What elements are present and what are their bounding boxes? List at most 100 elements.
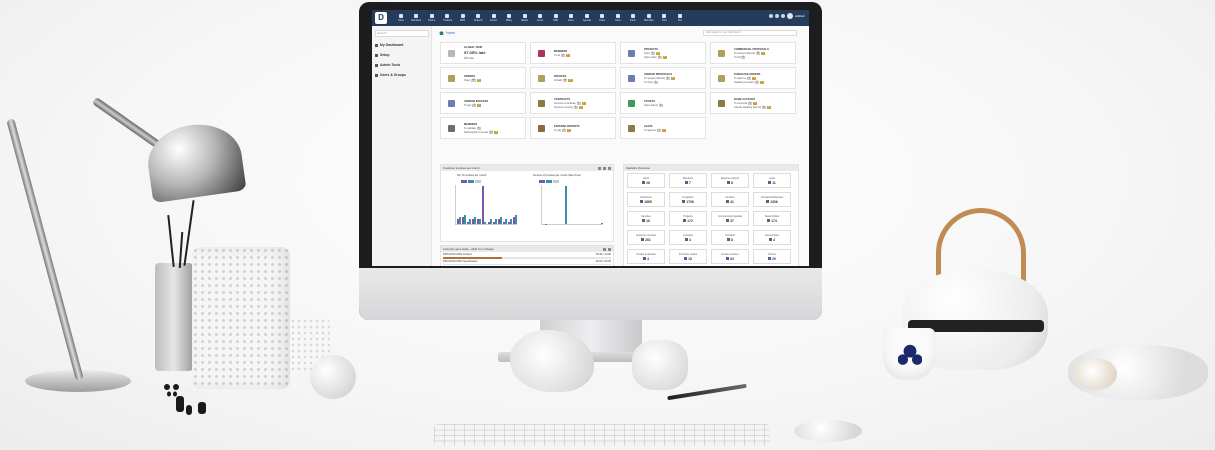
sidebar-item[interactable]: Users & Groups [375,73,428,77]
stat-tile[interactable]: Vendors 41 [711,192,749,207]
summary-box[interactable]: Contracts Services to activate 5 1 Services … [530,92,616,114]
top-menu-item[interactable]: Pos [672,11,688,25]
close-icon[interactable] [608,247,611,251]
top-menu-item[interactable]: HRM [548,11,564,25]
stat-label: Prospects [682,195,694,199]
stat-tile[interactable]: Tickets 20 [753,249,791,264]
box-line[interactable]: To pay 3 2 [464,103,488,107]
box-line[interactable]: Services to activate 5 1 [554,101,586,105]
stat-tile[interactable]: Interventions 4 [753,230,791,245]
filter-icon[interactable] [603,247,606,251]
box-line[interactable]: To do 0 1 [554,53,571,57]
print-icon[interactable] [774,14,779,18]
top-menu-item[interactable]: Third-p. [424,11,440,25]
summary-box[interactable]: Expense reports To pay 3 3 [530,117,616,139]
box-line[interactable]: Checks awaiting deposit 8 2 [734,105,771,109]
top-menu-item[interactable]: Members [409,11,425,25]
stat-tile[interactable]: Contacts/Addresses 1306 [753,192,791,207]
close-icon[interactable] [608,166,611,170]
top-menu-item[interactable]: Agenda [579,11,595,25]
stat-tile[interactable]: Users 28 [627,173,665,188]
refresh-icon[interactable] [603,166,606,170]
stat-tile[interactable]: Sales Orders 174 [753,211,791,226]
stat-tile[interactable]: Customer invoices 201 [627,230,665,245]
box-line[interactable]: To pay 3 3 [554,128,580,132]
task-item[interactable]: PROJ1910-0001 Analyze 03:30 / 10:00 [441,252,613,259]
box-line[interactable]: To accept (offered) 32 2 [734,51,769,55]
menu-icon [646,14,651,18]
top-menu-item[interactable]: Banks [517,11,533,25]
box-line[interactable]: To approve 2 1 [644,128,667,132]
top-menu-item[interactable]: Print [657,11,673,25]
chart-bar [513,216,516,224]
breadcrumb[interactable]: Home [439,31,455,35]
top-menu-item[interactable]: Projects [471,11,487,25]
top-menu-item[interactable]: Tools [610,11,626,25]
top-menu-item[interactable]: Products [440,11,456,25]
stat-tile[interactable]: Contracts 4 [669,230,707,245]
summary-box[interactable]: Invoices Unpaid 20 12 [530,67,616,89]
box-line[interactable]: Awaiting reception 2 2 [734,80,765,84]
user-name[interactable]: dolibarr [794,14,805,18]
top-menu-item[interactable]: Billing [502,11,518,25]
top-menu-item[interactable]: Web/Site [641,11,657,25]
filter-icon[interactable] [598,166,601,170]
stat-tile[interactable]: Services 16 [627,211,665,226]
summary-box[interactable]: Members To do 0 1 [530,42,616,64]
box-line[interactable]: Unpaid 20 12 [554,78,573,82]
top-menu-item[interactable]: Home [393,11,409,25]
stat-tile[interactable]: Contracts 8 [711,230,749,245]
box-line[interactable]: To close 1 [644,80,675,84]
stat-tile[interactable]: Purchase orders 15 [669,249,707,264]
stat-tile[interactable]: Leave 11 [753,173,791,188]
top-menu-item[interactable]: Comm. [486,11,502,25]
sidebar-item[interactable]: My Dashboard [375,43,428,47]
box-line[interactable]: Open tickets 5 [644,103,663,107]
stat-label: Commercial proposals [717,214,743,218]
stat-tile[interactable]: Vendor invoices 33 [711,249,749,264]
summary-box[interactable]: Orders Open 38 3 [440,67,526,89]
add-widget-select[interactable]: Add widget to your dashboard [703,30,797,36]
top-menu-item[interactable]: Accnt. [533,11,549,25]
summary-box[interactable]: Projects Open 1 6 Open tasks 9 1 [620,42,706,64]
summary-box[interactable]: Vendor invoices To pay 3 2 [440,92,526,114]
stat-tile[interactable]: Projects 172 [669,211,707,226]
stat-tile[interactable]: Customers 1885 [627,192,665,207]
box-line[interactable]: Open 38 3 [464,78,481,82]
summary-box[interactable]: Tickets Open tickets 5 [620,92,706,114]
sidebar-search-input[interactable]: Search [375,30,429,37]
stat-tile[interactable]: Expense reports 8 [711,173,749,188]
user-avatar[interactable] [786,13,793,19]
app-logo[interactable]: D [375,12,387,24]
sidebar-item[interactable]: Admin Tools [375,63,428,67]
summary-box[interactable]: Members To validate 3 Subscription to renew… [440,117,526,139]
box-line[interactable]: To bill 4 [734,55,769,59]
stat-tile[interactable]: Prospects 1706 [669,192,707,207]
stat-tile[interactable]: Commercial proposals 37 [711,211,749,226]
box-line[interactable]: To approve 3 2 [734,76,764,80]
summary-box[interactable]: Leave To approve 2 1 [620,117,706,139]
summary-box[interactable]: Commercial proposals To accept (offered) 3… [710,42,796,64]
sidebar-item[interactable]: Setup [375,53,428,57]
box-line[interactable]: To validate 3 [464,126,498,130]
stat-tile[interactable]: Members 7 [669,173,707,188]
teapot-band [908,320,1044,332]
bookmark-icon[interactable] [780,14,785,18]
top-menu-item[interactable]: Docu. [564,11,580,25]
summary-box[interactable]: Global view 57.05% late 251 late [440,42,526,64]
box-line[interactable]: Open tasks 9 1 [644,55,667,59]
top-menu-item[interactable]: Ticket [595,11,611,25]
top-menu-item[interactable]: Intern. [626,11,642,25]
help-icon[interactable] [768,14,773,18]
stat-tile[interactable]: Vendor proposals 4 [627,249,665,264]
top-menu-item[interactable]: MRP [455,11,471,25]
box-line[interactable]: Services running 3 4 [554,105,586,109]
summary-box[interactable]: Bank account To reconcile 3 2 Checks awaitin… [710,92,796,114]
summary-box[interactable]: Vendor proposals To accept (offered) 8 1 To … [620,67,706,89]
box-line[interactable]: To accept (offered) 8 1 [644,76,675,80]
box-line[interactable]: Open 1 6 [644,51,667,55]
summary-box[interactable]: Purchase orders To approve 3 2 Awaiting rece… [710,67,796,89]
box-line[interactable]: To reconcile 3 2 [734,101,771,105]
box-line[interactable]: Subscription to renew 10 3 [464,130,499,134]
task-item[interactable]: PROJ1910-0001 Specification 00:00 / 05:00 [441,259,613,265]
